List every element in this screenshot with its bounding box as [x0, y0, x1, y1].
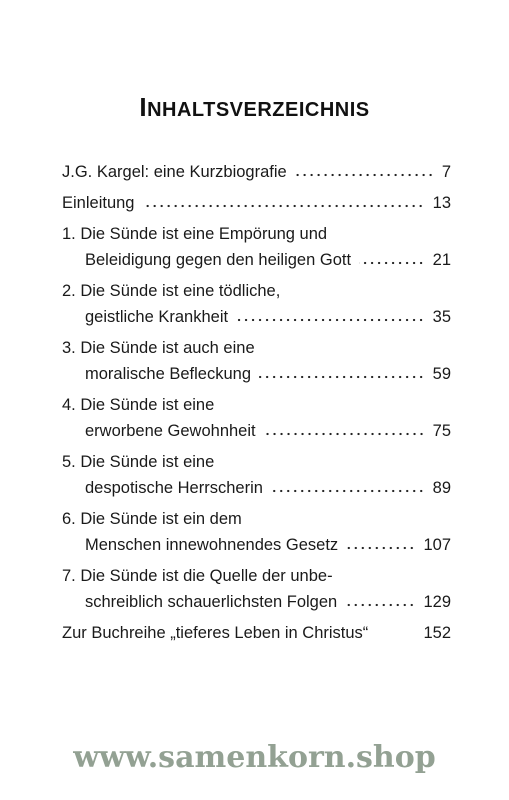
page-number: 59 [432, 364, 451, 383]
toc-title: INHALTSVERZEICHNIS [139, 92, 370, 122]
entry-text: 6. Die Sünde ist ein dem [62, 509, 242, 528]
entry-text: Beleidigung gegen den heiligen Gott [85, 250, 352, 269]
entry-text: 2. Die Sünde ist eine tödliche, [62, 281, 281, 300]
toc-line: moralische Befleckung 59 [85, 362, 451, 386]
dot-leader [236, 316, 425, 324]
page-number: 75 [432, 421, 451, 440]
toc-line: Beleidigung gegen den heiligen Gott 21 [85, 248, 451, 272]
page-number: 35 [432, 307, 451, 326]
entry-text: Zur Buchreihe „tieferes Leben in Christu… [62, 623, 369, 642]
toc-line: erworbene Gewohnheit 75 [85, 419, 451, 443]
entry-text: 7. Die Sünde ist die Quelle der unbe- [62, 566, 333, 585]
entry-text: schreiblich schauerlichsten Folgen [85, 592, 338, 611]
toc-line: J.G. Kargel: eine Kurzbiografie 7 [62, 160, 451, 184]
dot-leader [359, 259, 425, 267]
entry-text: 3. Die Sünde ist auch eine [62, 338, 255, 357]
page-number: 7 [441, 162, 451, 181]
entry-text: despotische Herrscherin [85, 478, 263, 497]
toc-line: 2. Die Sünde ist eine tödliche, [62, 279, 451, 303]
toc-line: Einleitung 13 [62, 191, 451, 215]
dot-leader [346, 544, 416, 552]
toc-line: Zur Buchreihe „tieferes Leben in Christu… [62, 621, 451, 645]
dot-leader [263, 430, 425, 438]
toc-line: Menschen innewohnendes Gesetz 107 [85, 533, 451, 557]
toc-line: 4. Die Sünde ist eine [62, 393, 451, 417]
entry-text: 4. Die Sünde ist eine [62, 395, 215, 414]
page-number: 152 [423, 623, 451, 642]
toc-line: despotische Herrscherin 89 [85, 476, 451, 500]
toc-line: 5. Die Sünde ist eine [62, 450, 451, 474]
entry-text: 5. Die Sünde ist eine [62, 452, 215, 471]
footer-url: www.samenkorn.shop [73, 740, 436, 775]
entry-text: erworbene Gewohnheit [85, 421, 256, 440]
dot-leader [142, 202, 425, 210]
toc-line: 3. Die Sünde ist auch eine [62, 336, 451, 360]
dot-leader [294, 171, 434, 179]
entry-text: J.G. Kargel: eine Kurzbiografie [62, 162, 287, 181]
page-number: 89 [432, 478, 451, 497]
entry-text: Menschen innewohnendes Gesetz [85, 535, 339, 554]
dot-leader [345, 601, 416, 609]
toc-line: geistliche Krankheit 35 [85, 305, 451, 329]
toc-line: 1. Die Sünde ist eine Empörung und [62, 222, 451, 246]
toc-line: 7. Die Sünde ist die Quelle der unbe- [62, 564, 451, 588]
page-number: 13 [432, 193, 451, 212]
entry-text: geistliche Krankheit [85, 307, 229, 326]
toc-line: 6. Die Sünde ist ein dem [62, 507, 451, 531]
page-number: 129 [423, 592, 451, 611]
page-number: 107 [423, 535, 451, 554]
dot-leader [270, 487, 425, 495]
entry-text: moralische Befleckung [85, 364, 251, 383]
entry-text: Einleitung [62, 193, 135, 212]
toc-line: schreiblich schauerlichsten Folgen 129 [85, 590, 451, 614]
dot-leader [259, 373, 425, 381]
page-number: 21 [432, 250, 451, 269]
entry-text: 1. Die Sünde ist eine Empörung und [62, 224, 328, 243]
